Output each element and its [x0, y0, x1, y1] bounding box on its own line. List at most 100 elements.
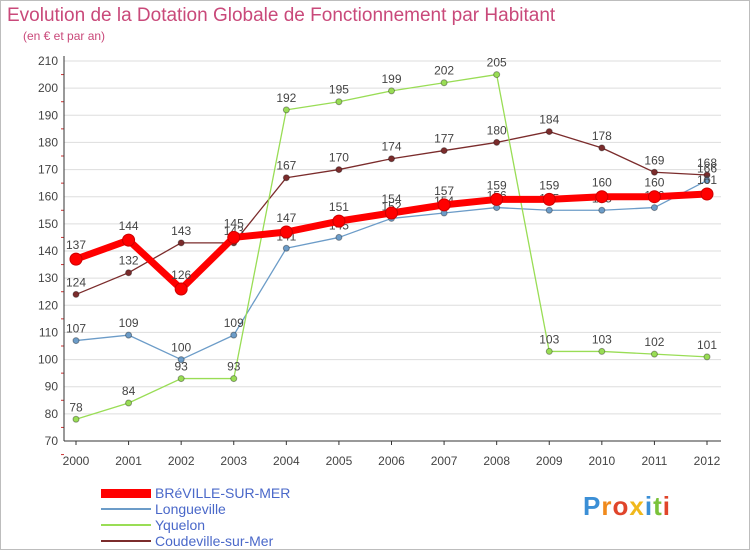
data-point: [177, 356, 185, 364]
data-point: [388, 87, 395, 95]
legend-swatch-breville: [101, 488, 151, 498]
logo-letter: o: [612, 491, 630, 521]
data-label: 180: [487, 123, 507, 137]
y-tick-label: 180: [38, 135, 58, 149]
data-label: 103: [539, 332, 559, 346]
data-label: 132: [119, 254, 139, 268]
legend-label-coudeville: Coudeville-sur-Mer: [155, 533, 274, 549]
legend-swatch-yquelon: [101, 524, 151, 526]
data-label: 126: [171, 268, 191, 282]
y-tick-label: 70: [45, 434, 59, 448]
data-label: 174: [381, 140, 401, 154]
y-tick-label: 160: [38, 190, 58, 204]
x-tick-label: 2005: [326, 454, 353, 468]
x-tick-label: 2004: [273, 454, 300, 468]
data-point: [335, 166, 343, 174]
data-label: 109: [119, 316, 139, 330]
y-tick-label: 100: [38, 353, 58, 367]
data-label: 170: [329, 151, 349, 165]
data-label: 145: [224, 216, 244, 230]
y-tick-label: 150: [38, 217, 58, 231]
data-point: [72, 290, 80, 298]
data-label: 161: [697, 173, 717, 187]
data-point: [703, 353, 711, 361]
data-label: 100: [171, 341, 191, 355]
series-line-yquelon: [75, 73, 708, 420]
data-point: [388, 155, 395, 163]
line-chart: 7080901001101201301401501601701801902002…: [38, 54, 721, 468]
data-point: [72, 415, 80, 423]
y-tick-label: 190: [38, 108, 58, 122]
data-point: [493, 71, 501, 79]
logo-letter: i: [662, 491, 671, 521]
data-label: 107: [66, 322, 86, 336]
data-label: 205: [487, 56, 507, 70]
y-tick-label: 170: [38, 163, 58, 177]
data-label: 160: [592, 176, 612, 190]
data-label: 147: [276, 211, 296, 225]
data-point: [703, 176, 711, 184]
x-tick-label: 2002: [168, 454, 195, 468]
data-point: [122, 233, 136, 247]
data-point: [125, 399, 133, 407]
legend-label-yquelon: Yquelon: [155, 517, 206, 533]
data-point: [125, 269, 133, 277]
data-point: [72, 337, 80, 345]
data-label: 124: [66, 275, 86, 289]
data-point: [700, 187, 714, 201]
data-label: 102: [644, 335, 664, 349]
data-point: [279, 225, 293, 239]
data-label: 184: [539, 113, 559, 127]
data-label: 169: [644, 153, 664, 167]
data-label: 159: [539, 178, 559, 192]
data-point: [650, 204, 658, 212]
data-point: [650, 168, 658, 176]
y-tick-label: 210: [38, 54, 58, 68]
data-label: 202: [434, 64, 454, 78]
logo-letter: i: [644, 491, 654, 521]
y-tick-label: 140: [38, 244, 58, 258]
data-label: 167: [276, 159, 296, 173]
x-tick-label: 2001: [115, 454, 142, 468]
data-point: [230, 375, 238, 383]
data-label: 166: [697, 161, 717, 175]
data-label: 143: [171, 224, 191, 238]
logo-letter: P: [583, 491, 602, 521]
y-tick-label: 110: [39, 325, 58, 339]
data-point: [490, 192, 504, 206]
x-tick-label: 2008: [483, 454, 510, 468]
logo-letter: t: [653, 491, 663, 521]
legend-label-longueville: Longueville: [155, 501, 226, 517]
legend-label-breville: BRéVILLE-SUR-MER: [155, 485, 291, 501]
data-point: [598, 347, 606, 355]
data-label: 93: [174, 360, 188, 374]
legend-item-coudeville: Coudeville-sur-Mer: [101, 533, 290, 549]
data-point: [332, 214, 346, 228]
data-label: 137: [66, 238, 86, 252]
data-point: [177, 375, 185, 383]
logo-letter: r: [601, 491, 613, 521]
legend-item-breville: BRéVILLE-SUR-MER: [101, 485, 290, 501]
legend-swatch-coudeville: [101, 540, 151, 542]
data-label: 195: [329, 83, 349, 97]
y-tick-label: 90: [45, 380, 59, 394]
data-point: [493, 138, 501, 146]
x-tick-label: 2009: [536, 454, 563, 468]
x-tick-label: 2006: [378, 454, 405, 468]
data-label: 199: [381, 72, 401, 86]
y-tick-label: 200: [38, 81, 58, 95]
data-label: 160: [644, 176, 664, 190]
data-point: [542, 192, 556, 206]
data-label: 151: [329, 200, 349, 214]
data-label: 93: [227, 360, 241, 374]
y-tick-label: 120: [38, 298, 58, 312]
data-label: 178: [592, 129, 612, 143]
x-tick-label: 2010: [588, 454, 615, 468]
x-tick-label: 2012: [694, 454, 721, 468]
data-point: [545, 206, 553, 214]
data-point: [282, 244, 290, 252]
data-point: [282, 174, 290, 182]
data-label: 101: [697, 338, 717, 352]
data-label: 159: [487, 178, 507, 192]
legend-swatch-longueville: [101, 508, 151, 510]
